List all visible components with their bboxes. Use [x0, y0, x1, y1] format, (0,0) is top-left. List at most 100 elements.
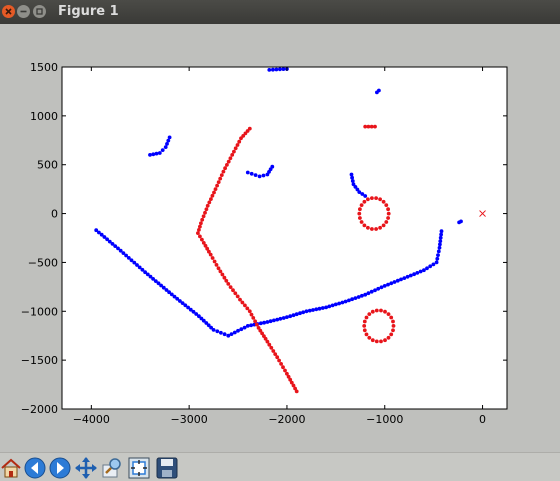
- data-point-red: [228, 285, 233, 289]
- data-point-blue: [437, 245, 442, 250]
- data-point-blue: [278, 316, 283, 321]
- figure-canvas[interactable]: −4000 −3000 −2000 −1000 0 1500 1000 500 0 −500 −10…: [0, 24, 560, 452]
- data-point-blue: [253, 173, 258, 178]
- data-point-red: [386, 216, 390, 220]
- data-point-blue: [320, 306, 325, 310]
- configure-subplots-button[interactable]: [128, 457, 150, 479]
- window-title: Figure 1: [58, 4, 119, 19]
- data-point-blue: [124, 253, 128, 258]
- data-point-blue: [148, 153, 152, 157]
- data-point-red: [366, 197, 370, 202]
- data-point-blue: [436, 253, 440, 257]
- data-point-blue: [167, 290, 172, 295]
- pan-button[interactable]: [75, 457, 97, 479]
- arrow-right-icon: [49, 457, 71, 479]
- data-point-blue: [105, 237, 109, 242]
- data-point-blue: [154, 151, 159, 156]
- data-point-red: [279, 362, 283, 366]
- data-point-blue: [418, 269, 423, 274]
- data-point-blue: [206, 323, 211, 328]
- data-point-blue: [99, 232, 104, 237]
- data-point-blue: [191, 309, 196, 314]
- save-button[interactable]: [156, 457, 178, 479]
- data-point-red: [386, 207, 390, 212]
- data-point-blue: [180, 301, 185, 305]
- data-point-red: [256, 326, 261, 330]
- data-point-red: [228, 156, 233, 161]
- data-point-blue: [270, 164, 275, 169]
- data-point-red: [226, 282, 231, 286]
- data-point-red: [386, 211, 391, 216]
- data-point-red: [212, 190, 216, 195]
- home-button[interactable]: [0, 457, 22, 479]
- scatter-plot[interactable]: −4000 −3000 −2000 −1000 0 1500 1000 500 0 −500 −10…: [0, 24, 560, 452]
- data-point-blue: [317, 306, 322, 311]
- data-point-red: [249, 312, 254, 317]
- data-point-red: [291, 383, 296, 388]
- data-point-red: [263, 336, 268, 341]
- data-point-red: [370, 309, 375, 314]
- data-point-red: [200, 217, 205, 222]
- x-tick-label: 0: [479, 413, 486, 426]
- data-point-blue: [386, 282, 390, 287]
- maximize-window-button[interactable]: [33, 5, 46, 18]
- data-point-red: [243, 131, 248, 136]
- data-point-red: [384, 220, 389, 224]
- data-point-red: [389, 315, 394, 320]
- data-point-blue: [209, 325, 214, 330]
- data-point-blue: [357, 190, 362, 195]
- data-point-blue: [148, 274, 153, 279]
- data-point-red: [362, 328, 367, 333]
- data-point-blue: [350, 175, 354, 180]
- data-point-red: [389, 332, 394, 337]
- data-point-blue: [113, 244, 118, 249]
- data-point-blue: [438, 235, 443, 240]
- data-point-red: [203, 243, 208, 248]
- zoom-button[interactable]: [101, 457, 123, 479]
- data-point-blue: [194, 312, 199, 316]
- data-point-blue: [356, 295, 361, 299]
- data-point-blue: [360, 192, 365, 196]
- data-point-red: [247, 126, 252, 131]
- data-point-blue: [349, 172, 354, 177]
- data-point-red: [265, 339, 270, 344]
- data-point-blue: [435, 256, 440, 261]
- data-point-blue: [366, 291, 371, 296]
- data-point-red: [219, 173, 224, 178]
- data-point-red: [283, 368, 287, 373]
- data-point-blue: [311, 308, 315, 312]
- data-point-blue: [236, 328, 240, 333]
- data-point-blue: [110, 242, 115, 246]
- data-point-red: [247, 309, 252, 314]
- data-point-red: [237, 139, 242, 144]
- data-point-blue: [274, 67, 279, 72]
- data-point-blue: [249, 171, 254, 176]
- data-point-red: [226, 159, 231, 164]
- data-point-red: [281, 365, 285, 370]
- data-point-blue: [301, 310, 306, 315]
- data-point-red: [201, 241, 206, 245]
- data-point-red: [221, 169, 226, 174]
- data-point-red: [216, 180, 221, 185]
- data-point-red: [294, 389, 299, 394]
- data-point-red: [239, 136, 243, 141]
- data-point-blue: [229, 332, 234, 336]
- data-point-blue: [267, 68, 272, 72]
- data-point-blue: [166, 138, 171, 143]
- data-point-blue: [343, 299, 348, 304]
- data-point-red: [362, 319, 367, 324]
- data-point-red: [207, 200, 212, 205]
- data-point-blue: [428, 264, 433, 269]
- minimize-window-button[interactable]: [17, 5, 30, 18]
- data-point-blue: [353, 185, 358, 189]
- data-point-blue: [137, 265, 142, 270]
- data-point-blue: [188, 307, 193, 312]
- close-window-button[interactable]: [2, 5, 15, 18]
- forward-button[interactable]: [49, 457, 71, 479]
- navigation-toolbar: [0, 452, 560, 481]
- axes-frame: [61, 66, 508, 410]
- data-point-blue: [129, 258, 134, 263]
- data-point-red: [254, 322, 259, 327]
- data-point-red: [218, 176, 223, 181]
- back-button[interactable]: [24, 457, 46, 479]
